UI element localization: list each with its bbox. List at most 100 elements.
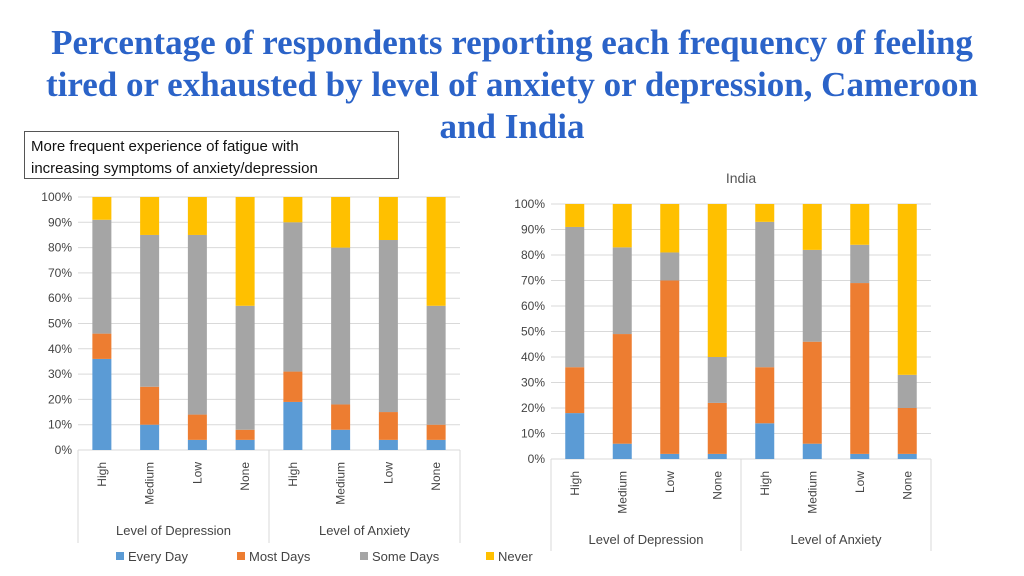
cameroon-bar-never xyxy=(283,197,303,223)
india-bar-never xyxy=(660,204,680,253)
cameroon-bar-every-day xyxy=(187,439,207,450)
cameroon-bar-most-days xyxy=(378,412,398,440)
india-group-label: Level of Anxiety xyxy=(790,532,882,547)
legend-swatch-never xyxy=(486,552,494,560)
cameroon-bar-never xyxy=(187,197,207,235)
legend-label: Every Day xyxy=(128,549,188,564)
india-bar-every-day xyxy=(565,413,585,459)
cameroon-bar-never xyxy=(426,197,446,306)
india-category-label: High xyxy=(758,471,772,496)
india-bar-never xyxy=(612,204,632,248)
india-bar-most-days xyxy=(707,402,727,454)
india-y-tick-label: 0% xyxy=(528,452,546,466)
cameroon-y-tick-label: 0% xyxy=(55,443,73,457)
cameroon-bar-every-day xyxy=(378,439,398,450)
india-category-label: None xyxy=(900,471,914,500)
cameroon-bar-every-day xyxy=(140,424,160,450)
india-group-label: Level of Depression xyxy=(589,532,704,547)
annotation-line-2: increasing symptoms of anxiety/depressio… xyxy=(31,160,318,177)
india-y-tick-label: 40% xyxy=(521,350,545,364)
cameroon-bar-some-days xyxy=(92,219,112,334)
india-bar-some-days xyxy=(850,244,870,284)
india-bar-every-day xyxy=(707,453,727,459)
india-bar-every-day xyxy=(850,453,870,459)
cameroon-bar-every-day xyxy=(426,439,446,450)
cameroon-bar-most-days xyxy=(426,424,446,440)
cameroon-category-label: Medium xyxy=(143,462,157,505)
india-bar-some-days xyxy=(755,221,775,368)
cameroon-y-tick-label: 50% xyxy=(48,317,72,331)
cameroon-bar-never xyxy=(92,197,112,220)
legend-swatch-some-days xyxy=(360,552,368,560)
cameroon-y-tick-label: 80% xyxy=(48,241,72,255)
cameroon-bar-some-days xyxy=(235,305,255,430)
cameroon-bar-never xyxy=(378,197,398,241)
cameroon-category-label: Low xyxy=(190,462,204,484)
cameroon-category-label: High xyxy=(286,462,300,487)
india-category-label: Low xyxy=(663,471,677,493)
india-bar-some-days xyxy=(565,226,585,368)
cameroon-y-tick-label: 90% xyxy=(48,215,72,229)
cameroon-y-tick-label: 30% xyxy=(48,367,72,381)
cameroon-bar-most-days xyxy=(140,386,160,425)
cameroon-bar-every-day xyxy=(331,429,351,450)
india-y-tick-label: 70% xyxy=(521,274,545,288)
india-category-label: Medium xyxy=(615,471,629,514)
india-category-label: Medium xyxy=(805,471,819,514)
india-bar-never xyxy=(897,204,917,375)
india-bar-never xyxy=(565,204,585,227)
cameroon-bar-most-days xyxy=(331,404,351,430)
annotation-line-1: More frequent experience of fatigue with xyxy=(31,138,299,155)
india-y-tick-label: 80% xyxy=(521,248,545,262)
india-category-label: Low xyxy=(853,471,867,493)
india-bar-some-days xyxy=(612,247,632,335)
india-bar-most-days xyxy=(612,334,632,444)
india-bar-every-day xyxy=(802,443,822,459)
annotation-box: More frequent experience of fatigue with… xyxy=(24,131,399,179)
cameroon-bar-never xyxy=(331,197,351,248)
cameroon-y-tick-label: 60% xyxy=(48,291,72,305)
cameroon-y-tick-label: 40% xyxy=(48,342,72,356)
cameroon-y-tick-label: 20% xyxy=(48,392,72,406)
india-bar-some-days xyxy=(660,252,680,281)
cameroon-y-tick-label: 100% xyxy=(41,190,72,204)
cameroon-category-label: High xyxy=(95,462,109,487)
india-bar-some-days xyxy=(897,374,917,408)
cameroon-category-label: Medium xyxy=(334,462,348,505)
legend-label: Most Days xyxy=(249,549,311,564)
cameroon-bar-some-days xyxy=(331,247,351,405)
cameroon-category-label: Low xyxy=(381,462,395,484)
cameroon-bar-every-day xyxy=(235,439,255,450)
legend-label: Some Days xyxy=(372,549,440,564)
india-y-tick-label: 20% xyxy=(521,401,545,415)
cameroon-y-tick-label: 10% xyxy=(48,418,72,432)
cameroon-bar-some-days xyxy=(283,222,303,372)
india-bar-most-days xyxy=(850,283,870,454)
india-bar-never xyxy=(850,204,870,245)
cameroon-group-label: Level of Depression xyxy=(116,523,231,538)
india-y-tick-label: 50% xyxy=(521,325,545,339)
india-bar-every-day xyxy=(612,443,632,459)
cameroon-bar-most-days xyxy=(92,333,112,359)
cameroon-bar-every-day xyxy=(92,358,112,450)
legend-label: Never xyxy=(498,549,533,564)
india-bar-most-days xyxy=(660,280,680,454)
cameroon-bar-never xyxy=(235,197,255,306)
india-bar-never xyxy=(802,204,822,250)
india-bar-most-days xyxy=(565,367,585,414)
india-y-tick-label: 100% xyxy=(514,197,545,211)
cameroon-bar-some-days xyxy=(378,240,398,413)
cameroon-category-label: None xyxy=(238,462,252,491)
india-chart-title: India xyxy=(726,170,757,186)
cameroon-bar-most-days xyxy=(187,414,207,440)
cameroon-y-tick-label: 70% xyxy=(48,266,72,280)
india-bar-some-days xyxy=(707,357,727,403)
india-bar-most-days xyxy=(755,367,775,424)
india-y-tick-label: 30% xyxy=(521,376,545,390)
cameroon-bar-most-days xyxy=(235,429,255,440)
cameroon-group-label: Level of Anxiety xyxy=(319,523,411,538)
cameroon-bar-never xyxy=(140,197,160,235)
slide-title: Percentage of respondents reporting each… xyxy=(45,23,978,146)
india-y-tick-label: 90% xyxy=(521,223,545,237)
